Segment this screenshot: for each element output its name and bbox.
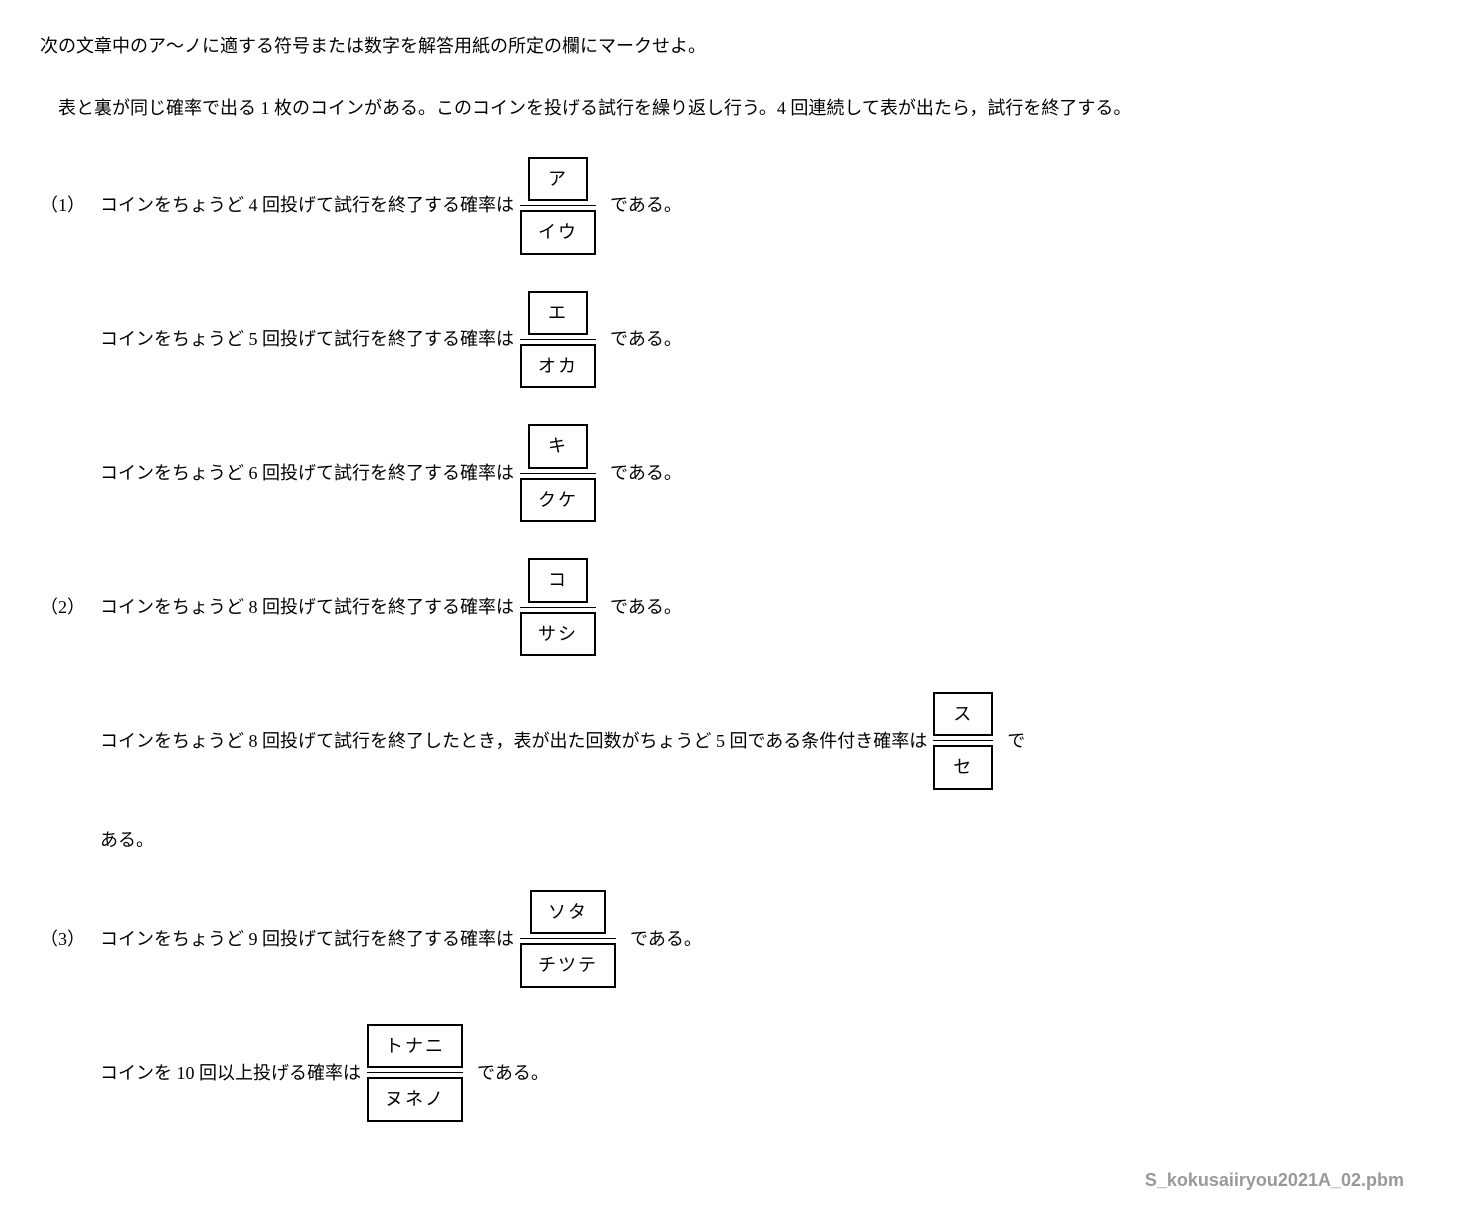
q2-line2-fraction: ス セ [933,690,993,792]
q1-line2: コインをちょうど 5 回投げて試行を終了する確率は エ オカ である。 [40,289,1424,391]
q1-line3-post: である。 [610,457,682,489]
q2-line2-wrap-text: ある。 [100,830,154,850]
q1-line3-pre: コインをちょうど 6 回投げて試行を終了する確率は [100,457,514,489]
q2-line1-fraction: コ サシ [520,556,596,658]
q1-line2-pre: コインをちょうど 5 回投げて試行を終了する確率は [100,323,514,355]
q3-line1-fraction: ソタ チツテ [520,888,616,990]
q1-line2-fraction: エ オカ [520,289,596,391]
fraction-line [520,473,596,474]
answer-box-su: ス [933,692,993,736]
fraction-line [367,1072,463,1073]
q2-line1-text: コインをちょうど 8 回投げて試行を終了する確率は コ サシ である。 [100,556,682,658]
q2-line1: （2） コインをちょうど 8 回投げて試行を終了する確率は コ サシ である。 [40,556,1424,658]
q3-line2-pre: コインを 10 回以上投げる確率は [100,1057,361,1089]
q3-line2-fraction: トナニ ヌネノ [367,1022,463,1124]
fraction-line [520,339,596,340]
q3-line1-pre: コインをちょうど 9 回投げて試行を終了する確率は [100,923,514,955]
q1-line1-post: である。 [610,189,682,221]
fraction-line [520,205,596,206]
fraction-line [520,607,596,608]
answer-box-se: セ [933,745,993,789]
q2-line2-text: コインをちょうど 8 回投げて試行を終了したとき，表が出た回数がちょうど 5 回… [100,690,1025,792]
q2-line2-pre: コインをちょうど 8 回投げて試行を終了したとき，表が出た回数がちょうど 5 回… [100,725,927,757]
q3-line1-text: コインをちょうど 9 回投げて試行を終了する確率は ソタ チツテ である。 [100,888,702,990]
answer-box-a: ア [528,157,588,201]
q1-line3-text: コインをちょうど 6 回投げて試行を終了する確率は キ クケ である。 [100,422,682,524]
problem-setup: 表と裏が同じ確率で出る 1 枚のコインがある。このコインを投げる試行を繰り返し行… [40,92,1424,124]
q2-number: （2） [40,591,100,623]
answer-box-sashi: サシ [520,612,596,656]
q1-line2-post: である。 [610,323,682,355]
q2-line2-wrap: ある。 [40,824,1424,856]
q3-line1: （3） コインをちょうど 9 回投げて試行を終了する確率は ソタ チツテ である… [40,888,1424,990]
answer-box-chitsute: チツテ [520,943,616,987]
q2-line1-pre: コインをちょうど 8 回投げて試行を終了する確率は [100,591,514,623]
footer-filename: S_kokusaiiryou2021A_02.pbm [40,1164,1424,1196]
q3-line1-post: である。 [630,923,702,955]
q1-line1-fraction: ア イウ [520,155,596,257]
answer-box-sota: ソタ [530,890,606,934]
q2-line1-post: である。 [610,591,682,623]
answer-box-iu: イウ [520,210,596,254]
q2-line2: コインをちょうど 8 回投げて試行を終了したとき，表が出た回数がちょうど 5 回… [40,690,1424,792]
instruction-text: 次の文章中のア～ノに適する符号または数字を解答用紙の所定の欄にマークせよ。 [40,30,1424,62]
q3-line2-text: コインを 10 回以上投げる確率は トナニ ヌネノ である。 [100,1022,549,1124]
answer-box-nuneno: ヌネノ [367,1077,463,1121]
q1-line3-fraction: キ クケ [520,422,596,524]
fraction-line [520,938,616,939]
q1-line1-pre: コインをちょうど 4 回投げて試行を終了する確率は [100,189,514,221]
answer-box-oka: オカ [520,344,596,388]
q1-line2-text: コインをちょうど 5 回投げて試行を終了する確率は エ オカ である。 [100,289,682,391]
q3-line2-post: である。 [477,1057,549,1089]
answer-box-e: エ [528,291,588,335]
q1-line1: （1） コインをちょうど 4 回投げて試行を終了する確率は ア イウ である。 [40,155,1424,257]
q3-line2: コインを 10 回以上投げる確率は トナニ ヌネノ である。 [40,1022,1424,1124]
answer-box-tonani: トナニ [367,1024,463,1068]
fraction-line [933,740,993,741]
answer-box-kuke: クケ [520,478,596,522]
q1-line3: コインをちょうど 6 回投げて試行を終了する確率は キ クケ である。 [40,422,1424,524]
q1-number: （1） [40,189,100,221]
q1-line1-text: コインをちょうど 4 回投げて試行を終了する確率は ア イウ である。 [100,155,682,257]
answer-box-ki: キ [528,424,588,468]
answer-box-ko: コ [528,558,588,602]
q2-line2-post: で [1007,725,1025,757]
q3-number: （3） [40,923,100,955]
